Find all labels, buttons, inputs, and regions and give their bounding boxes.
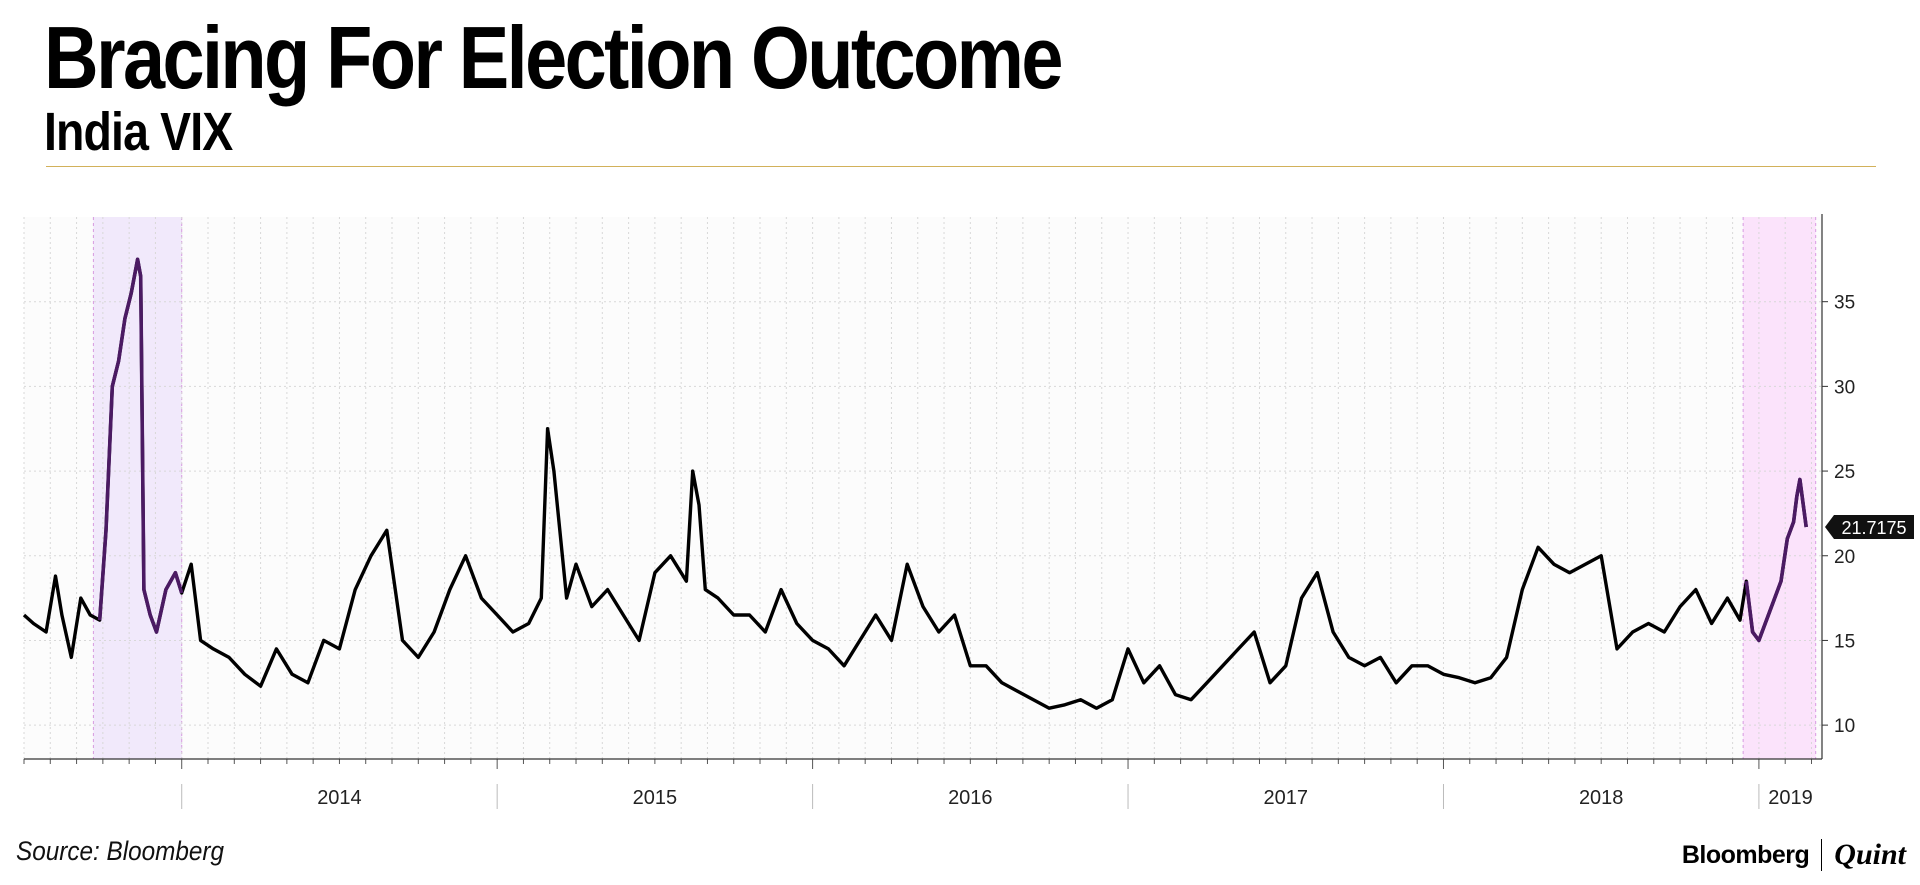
last-value-label: 21.7175 (1841, 518, 1906, 538)
y-tick-label: 10 (1834, 716, 1855, 737)
y-tick-label: 25 (1834, 462, 1855, 483)
x-tick-label: 2019 (1768, 787, 1813, 809)
x-tick-label: 2018 (1579, 787, 1624, 809)
publisher-logo: Bloomberg Quint (1682, 838, 1906, 872)
plot-background (24, 217, 1822, 759)
y-tick-label: 20 (1834, 547, 1855, 568)
highlight-band (1743, 217, 1816, 759)
x-tick-label: 2014 (317, 787, 362, 809)
vix-line-chart: 10 15 20 25 30 35 2014 2015 2016 2017 2018 2019 21.7… (22, 214, 1914, 809)
y-tick-label: 30 (1834, 377, 1855, 398)
brand-quint: Quint (1834, 838, 1906, 871)
vix-highlight-segment (1744, 477, 1808, 643)
source-note: Source: Bloomberg (16, 836, 225, 866)
title-divider (46, 166, 1876, 167)
brand-separator (1821, 839, 1823, 871)
vix-highlight-segment (97, 257, 184, 634)
last-value-badge (1825, 514, 1914, 539)
x-tick-label: 2016 (948, 787, 993, 809)
x-tick-label: 2017 (1264, 787, 1309, 809)
y-tick-label: 35 (1834, 293, 1855, 314)
chart-title: Bracing For Election Outcome (44, 8, 1063, 107)
y-tick-label: 15 (1834, 631, 1855, 652)
x-tick-label: 2015 (633, 787, 678, 809)
vix-series-line (22, 257, 1808, 710)
chart-subtitle: India VIX (44, 102, 233, 162)
brand-bloomberg: Bloomberg (1681, 840, 1810, 869)
